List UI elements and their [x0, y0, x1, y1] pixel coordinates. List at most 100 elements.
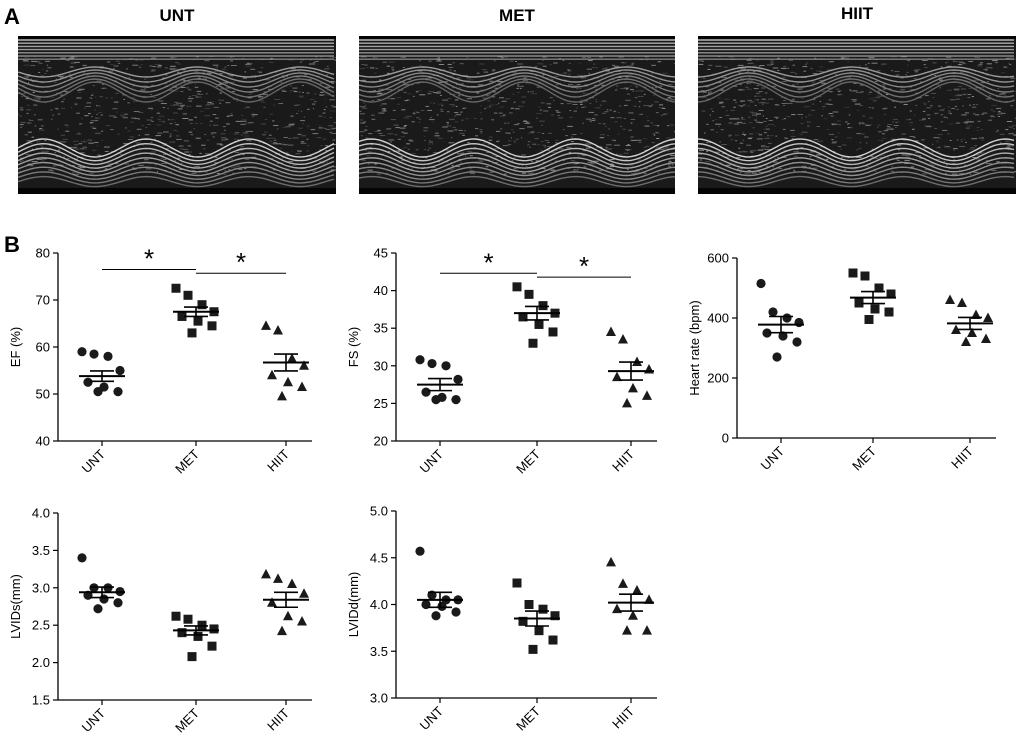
data-point-hiit — [642, 390, 652, 400]
data-point-hiit — [628, 382, 638, 393]
data-point-met — [209, 624, 219, 634]
data-point-met — [860, 271, 870, 281]
y-tick-label: 30 — [374, 358, 388, 373]
data-point-unt — [113, 387, 123, 397]
data-point-met — [886, 289, 896, 299]
data-point-hiit — [957, 297, 967, 307]
data-point-met — [207, 321, 217, 331]
data-point-hiit — [267, 597, 277, 607]
panel-b-label: B — [4, 232, 20, 257]
y-tick-label: 3.0 — [370, 691, 388, 706]
y-tick-label: 45 — [374, 246, 388, 261]
y-tick-label: 2.0 — [32, 655, 50, 670]
y-tick-label: 20 — [374, 434, 388, 449]
data-point-met — [183, 614, 193, 624]
y-tick-label: 2.5 — [32, 618, 50, 633]
y-tick-label: 4.0 — [370, 597, 388, 612]
data-point-unt — [83, 377, 93, 387]
data-point-hiit — [283, 376, 293, 387]
data-point-hiit — [981, 333, 991, 343]
data-point-unt — [77, 347, 87, 357]
data-point-unt — [415, 355, 425, 365]
data-point-unt — [451, 607, 461, 617]
x-tick-label: MET — [172, 446, 202, 476]
x-tick-label: HIIT — [609, 446, 637, 474]
data-point-unt — [782, 313, 792, 323]
data-point-hiit — [273, 325, 283, 335]
x-tick-label: MET — [513, 446, 543, 476]
data-point-unt — [451, 395, 461, 405]
y-tick-label: 3.5 — [370, 644, 388, 659]
data-point-met — [193, 316, 203, 326]
y-tick-label: 3.0 — [32, 580, 50, 595]
echo-title-met: MET — [499, 6, 535, 25]
data-point-hiit — [642, 625, 652, 635]
x-tick-label: UNT — [417, 446, 447, 476]
data-point-unt — [421, 387, 431, 397]
data-point-unt — [427, 358, 437, 369]
data-point-met — [197, 300, 207, 310]
data-point-met — [848, 268, 858, 278]
echo-image-hiit — [698, 36, 1016, 194]
data-point-met — [187, 652, 197, 662]
data-point-unt — [792, 337, 802, 347]
data-point-unt — [431, 395, 441, 405]
data-point-hiit — [287, 578, 297, 589]
y-tick-label: 4.0 — [32, 506, 50, 521]
data-point-hiit — [628, 610, 638, 620]
data-point-unt — [772, 352, 782, 362]
data-point-unt — [768, 307, 778, 317]
x-tick-label: HIIT — [264, 446, 292, 474]
data-point-hiit — [618, 578, 628, 588]
significance-star: * — [483, 247, 493, 277]
data-point-unt — [89, 349, 99, 359]
data-point-hiit — [961, 336, 971, 346]
y-axis-label: LVIDs(mm) — [8, 574, 23, 639]
data-point-met — [183, 290, 193, 300]
x-tick-label: UNT — [79, 446, 109, 476]
data-point-hiit — [261, 320, 271, 330]
data-point-hiit — [287, 353, 297, 363]
data-point-met — [171, 611, 181, 621]
y-tick-label: 0 — [722, 431, 729, 446]
data-point-hiit — [299, 588, 309, 598]
data-point-met — [518, 312, 528, 322]
data-point-unt — [113, 598, 123, 608]
significance-star: * — [579, 251, 589, 281]
data-point-hiit — [606, 556, 616, 567]
data-point-unt — [762, 328, 772, 338]
y-tick-label: 80 — [36, 246, 50, 261]
data-point-met — [864, 315, 874, 324]
panel-a-label: A — [4, 4, 20, 29]
y-tick-label: 40 — [374, 283, 388, 298]
data-point-hiit — [644, 594, 654, 604]
data-point-met — [528, 644, 538, 654]
data-point-unt — [93, 387, 103, 397]
x-tick-label: HIIT — [609, 703, 637, 731]
data-point-hiit — [622, 397, 632, 408]
y-tick-label: 400 — [707, 311, 729, 326]
data-point-met — [518, 616, 528, 626]
y-axis-label: EF (%) — [8, 327, 23, 367]
chart-0: 40 50 60 70 80 EF (%) UNT MET HIIT * * — [8, 243, 312, 477]
data-point-hiit — [945, 294, 955, 304]
y-tick-label: 3.5 — [32, 543, 50, 558]
data-point-hiit — [273, 573, 283, 583]
significance-star: * — [144, 243, 154, 273]
y-axis-label: Heart rate (bpm) — [687, 300, 702, 395]
x-tick-label: UNT — [79, 705, 109, 735]
data-point-met — [524, 289, 534, 299]
chart-3: 1.5 2.0 2.5 3.0 3.5 4.0 LVIDs(mm) UNT MET HIIT — [8, 506, 312, 736]
data-point-met — [528, 338, 538, 348]
data-point-hiit — [983, 312, 993, 322]
data-point-unt — [93, 604, 103, 614]
echo-image-unt — [18, 36, 336, 194]
y-tick-label: 600 — [707, 251, 729, 266]
data-point-hiit — [297, 615, 307, 626]
data-point-hiit — [967, 327, 977, 337]
echo-image-met — [359, 36, 675, 194]
data-point-hiit — [612, 371, 622, 382]
data-point-unt — [415, 546, 425, 556]
chart-4: 3.0 3.5 4.0 4.5 5.0 LVIDd(mm) UNT MET HIIT — [346, 504, 657, 734]
y-tick-label: 35 — [374, 321, 388, 336]
